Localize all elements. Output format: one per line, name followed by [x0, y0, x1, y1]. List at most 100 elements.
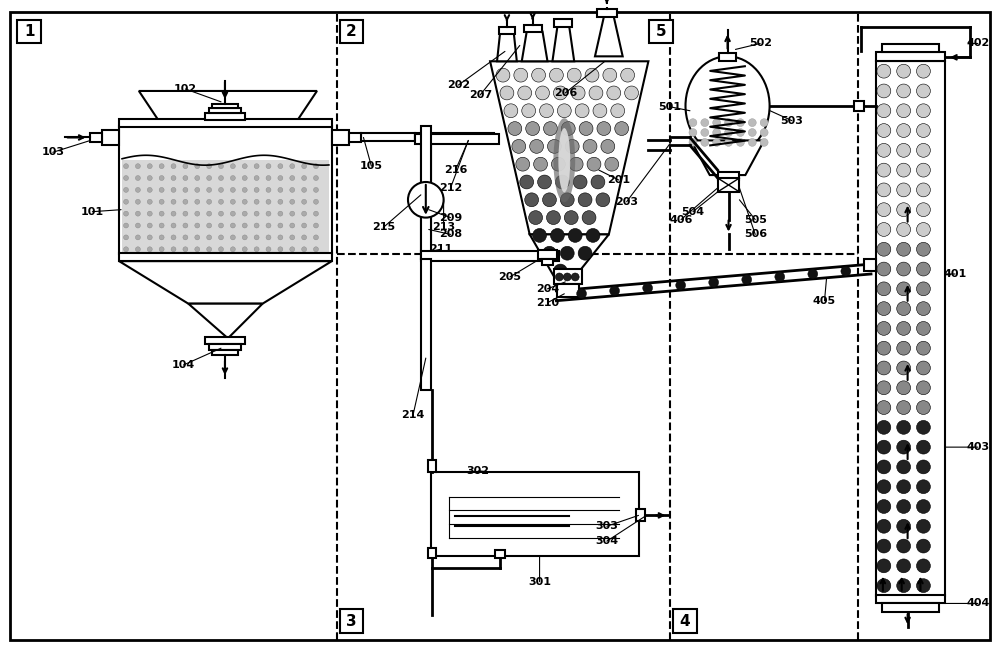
Circle shape: [219, 211, 223, 216]
Circle shape: [713, 139, 721, 146]
Circle shape: [159, 199, 164, 204]
Circle shape: [171, 175, 176, 181]
Circle shape: [533, 228, 546, 243]
Circle shape: [571, 273, 579, 281]
Circle shape: [183, 199, 188, 204]
Text: 204: 204: [536, 284, 559, 294]
Circle shape: [676, 281, 686, 290]
Circle shape: [877, 124, 891, 137]
Circle shape: [582, 211, 596, 224]
Circle shape: [147, 175, 152, 181]
Circle shape: [748, 139, 756, 146]
Text: 506: 506: [744, 230, 767, 239]
Circle shape: [897, 460, 911, 474]
Circle shape: [701, 139, 709, 146]
Circle shape: [314, 211, 318, 216]
Circle shape: [254, 211, 259, 216]
Circle shape: [611, 104, 625, 117]
Circle shape: [230, 164, 235, 168]
Circle shape: [302, 211, 307, 216]
Text: 406: 406: [669, 215, 693, 224]
Circle shape: [877, 460, 891, 474]
Circle shape: [195, 223, 200, 228]
Circle shape: [917, 381, 930, 395]
Circle shape: [877, 361, 891, 375]
Text: 105: 105: [360, 161, 383, 171]
Circle shape: [207, 211, 212, 216]
Circle shape: [219, 199, 223, 204]
Circle shape: [195, 211, 200, 216]
Circle shape: [266, 235, 271, 240]
Circle shape: [567, 68, 581, 82]
Circle shape: [877, 519, 891, 533]
Circle shape: [525, 193, 539, 206]
Circle shape: [266, 223, 271, 228]
Text: 502: 502: [749, 39, 772, 48]
Circle shape: [171, 235, 176, 240]
Text: 4: 4: [680, 614, 690, 629]
Circle shape: [230, 175, 235, 181]
Circle shape: [547, 139, 561, 154]
Circle shape: [302, 175, 307, 181]
Circle shape: [290, 164, 295, 168]
Circle shape: [917, 243, 930, 256]
Circle shape: [596, 193, 610, 206]
Circle shape: [897, 559, 911, 573]
Circle shape: [278, 175, 283, 181]
Circle shape: [266, 211, 271, 216]
Circle shape: [553, 264, 567, 278]
Circle shape: [219, 188, 223, 192]
Circle shape: [917, 500, 930, 513]
Circle shape: [526, 122, 540, 135]
FancyBboxPatch shape: [882, 604, 939, 612]
Circle shape: [266, 199, 271, 204]
Circle shape: [159, 211, 164, 216]
Circle shape: [522, 104, 536, 117]
Circle shape: [183, 235, 188, 240]
FancyBboxPatch shape: [122, 160, 329, 254]
FancyBboxPatch shape: [209, 344, 241, 350]
Circle shape: [171, 164, 176, 168]
Circle shape: [917, 559, 930, 573]
Circle shape: [917, 183, 930, 197]
Text: 214: 214: [401, 410, 425, 421]
Circle shape: [529, 211, 543, 224]
Circle shape: [551, 157, 565, 171]
FancyBboxPatch shape: [673, 610, 697, 633]
Circle shape: [266, 188, 271, 192]
Circle shape: [314, 175, 318, 181]
Text: 501: 501: [659, 102, 682, 112]
Text: 210: 210: [536, 298, 559, 308]
Circle shape: [917, 104, 930, 117]
FancyBboxPatch shape: [349, 132, 361, 143]
Circle shape: [496, 68, 510, 82]
Circle shape: [607, 86, 621, 100]
Circle shape: [135, 211, 140, 216]
Circle shape: [877, 341, 891, 355]
Circle shape: [601, 139, 615, 154]
FancyBboxPatch shape: [340, 610, 363, 633]
Circle shape: [219, 223, 223, 228]
FancyBboxPatch shape: [212, 104, 238, 108]
Circle shape: [230, 235, 235, 240]
Circle shape: [171, 223, 176, 228]
Circle shape: [290, 235, 295, 240]
Text: 212: 212: [439, 183, 462, 193]
Circle shape: [278, 211, 283, 216]
FancyBboxPatch shape: [542, 259, 553, 265]
Circle shape: [748, 119, 756, 126]
Text: 202: 202: [447, 80, 470, 90]
Circle shape: [877, 401, 891, 415]
FancyBboxPatch shape: [17, 20, 41, 43]
Circle shape: [290, 199, 295, 204]
Circle shape: [195, 247, 200, 252]
Circle shape: [207, 175, 212, 181]
Circle shape: [159, 175, 164, 181]
Circle shape: [538, 175, 551, 189]
Circle shape: [689, 128, 697, 137]
Text: 304: 304: [595, 536, 618, 546]
FancyBboxPatch shape: [421, 126, 431, 259]
Circle shape: [242, 175, 247, 181]
Circle shape: [183, 223, 188, 228]
FancyBboxPatch shape: [557, 284, 579, 297]
